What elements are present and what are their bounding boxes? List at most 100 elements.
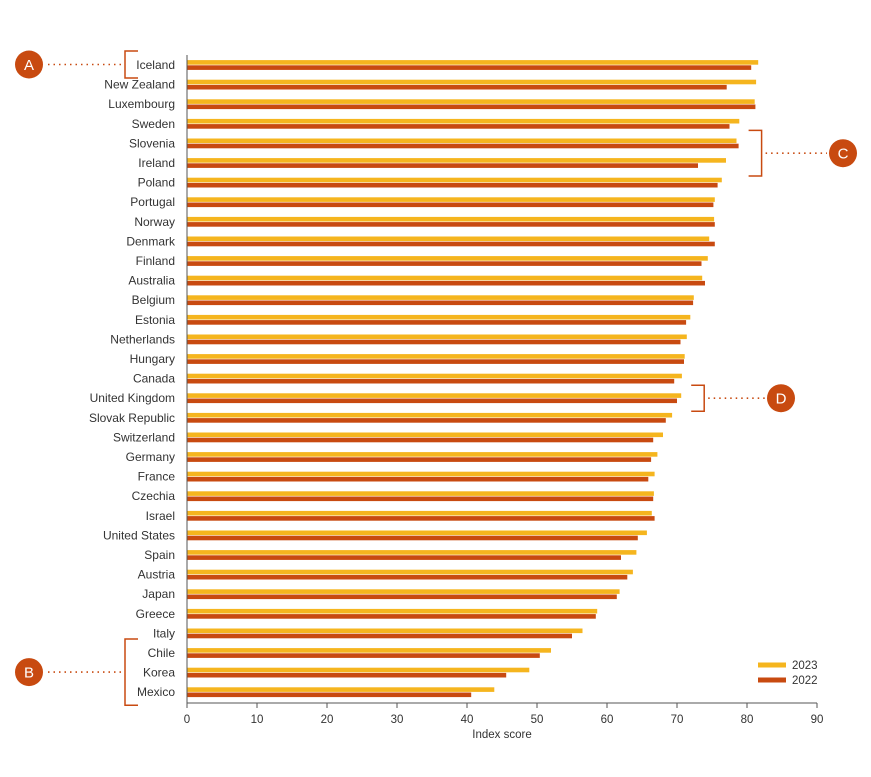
bar-2023: [187, 354, 685, 359]
category-label: France: [138, 470, 176, 484]
bar-2022: [187, 222, 715, 227]
category-label: New Zealand: [104, 78, 175, 92]
category-label: Estonia: [135, 313, 175, 327]
bar-2023: [187, 197, 715, 202]
category-label: Switzerland: [113, 430, 175, 444]
bar-2023: [187, 589, 620, 594]
x-tick-label: 10: [251, 714, 264, 726]
annotation-letter: A: [24, 57, 34, 74]
bar-2022: [187, 65, 752, 70]
bar-2023: [187, 510, 652, 516]
category-label: Hungary: [130, 352, 175, 366]
bar-2023: [187, 373, 682, 379]
category-label: Iceland: [136, 58, 175, 72]
category-label: Slovenia: [129, 136, 175, 150]
bar-2022: [187, 496, 654, 502]
legend-label: 2023: [792, 660, 818, 672]
category-label: Denmark: [126, 234, 176, 248]
bar-2023: [187, 667, 530, 673]
bar-2022: [187, 182, 718, 188]
category-label: Portugal: [130, 195, 175, 209]
x-tick-label: 60: [601, 714, 614, 726]
bar-2023: [187, 60, 759, 65]
bar-2023: [187, 471, 655, 477]
annotation-letter: B: [24, 665, 34, 682]
bar-2023: [187, 432, 663, 438]
bar-2022: [187, 124, 730, 129]
bar-2023: [187, 648, 551, 653]
bar-2022: [187, 633, 572, 639]
bar-2023: [187, 687, 495, 692]
bar-2023: [187, 216, 715, 222]
bar-2022: [187, 418, 666, 423]
annotation-bracket: [691, 384, 705, 412]
x-tick-label: 20: [321, 714, 334, 726]
annotation-letter: C: [838, 146, 849, 163]
x-tick-label: 90: [811, 714, 824, 726]
bar-2023: [187, 608, 598, 614]
bar-2022: [187, 457, 652, 462]
category-label: Netherlands: [110, 332, 175, 346]
x-axis-label: Index score: [472, 729, 531, 741]
bar-2023: [187, 569, 633, 575]
bar-2022: [187, 378, 675, 384]
bar-2023: [187, 314, 691, 320]
category-label: Poland: [138, 176, 175, 190]
annotation-bracket: [748, 129, 763, 177]
bar-2023: [187, 628, 583, 634]
bar-2022: [187, 555, 621, 560]
bar-2023: [187, 530, 647, 536]
x-tick-label: 0: [184, 714, 190, 726]
bar-2022: [187, 84, 727, 90]
bar-2023: [187, 334, 687, 340]
bar-2022: [187, 653, 540, 658]
bar-2023: [187, 118, 740, 124]
bar-2023: [187, 256, 708, 261]
annotation-letter: D: [776, 391, 787, 408]
annotation-bracket: [124, 50, 138, 79]
bar-2023: [187, 158, 726, 163]
bar-2022: [187, 320, 687, 325]
x-tick-label: 80: [741, 714, 754, 726]
category-label: Norway: [134, 215, 175, 229]
category-label: Finland: [136, 254, 175, 268]
category-label: Czechia: [132, 489, 176, 503]
category-label: Germany: [126, 450, 175, 464]
bar-2023: [187, 138, 737, 144]
category-label: Luxembourg: [108, 97, 175, 111]
category-label: Slovak Republic: [89, 411, 175, 425]
x-tick-label: 40: [461, 714, 474, 726]
category-label: Sweden: [132, 117, 175, 131]
category-label: Chile: [148, 646, 176, 660]
bar-2022: [187, 359, 684, 364]
category-label: Mexico: [137, 685, 175, 699]
bar-2023: [187, 550, 637, 555]
annotation-marker: [15, 50, 43, 79]
category-label: United States: [103, 528, 175, 542]
category-label: Austria: [138, 568, 176, 582]
bar-2022: [187, 163, 698, 168]
bar-2023: [187, 177, 722, 183]
bar-2022: [187, 535, 638, 541]
bar-2023: [187, 452, 658, 457]
bar-2023: [187, 79, 757, 85]
category-label: Japan: [142, 587, 175, 601]
bar-2022: [187, 516, 655, 521]
annotation-marker: [15, 658, 43, 687]
bar-2022: [187, 143, 739, 149]
category-label: Spain: [144, 548, 175, 562]
category-label: United Kingdom: [90, 391, 175, 405]
bar-2022: [187, 692, 472, 698]
bar-2023: [187, 393, 682, 398]
category-label: Ireland: [138, 156, 175, 170]
legend-swatch-2022: [758, 677, 786, 683]
category-label: Canada: [133, 372, 175, 386]
x-tick-label: 70: [671, 714, 684, 726]
bar-2022: [187, 280, 705, 286]
category-label: Australia: [128, 274, 175, 288]
category-label: Belgium: [132, 293, 175, 307]
bar-2023: [187, 491, 654, 496]
bar-2022: [187, 614, 596, 619]
x-tick-label: 50: [531, 714, 544, 726]
bar-2022: [187, 241, 715, 247]
